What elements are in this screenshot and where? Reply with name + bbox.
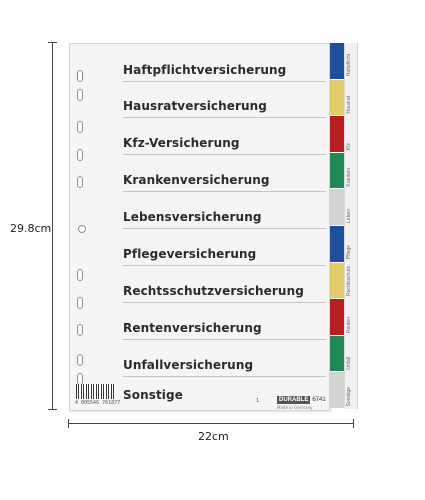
divider-tab-label-wrap: Haftpflicht: [345, 43, 357, 79]
punch-hole: [77, 70, 83, 82]
divider-row-label: Rentenversicherung: [123, 321, 262, 335]
made-in-text: Made in Germany: [277, 405, 313, 410]
divider-row-label: Pflegeversicherung: [123, 247, 257, 261]
divider-row-label: Krankenversicherung: [123, 173, 270, 187]
divider-tab-label: Renten: [346, 316, 352, 333]
divider-row-rule: [123, 117, 326, 118]
divider-tab: [330, 335, 344, 372]
divider-tab-label: Pflege: [346, 245, 352, 260]
width-dimension-cap-left: [68, 419, 69, 428]
divider-tab: [330, 372, 344, 408]
divider-tab-label: Haftpflicht: [346, 54, 352, 77]
divider-tab-label-wrap: Rechtsschutz: [345, 263, 357, 299]
divider-tab-color: [330, 372, 344, 408]
divider-tab-label: Unfall: [346, 356, 352, 370]
punch-hole: [77, 121, 83, 133]
divider-row-rule: [123, 191, 326, 192]
brand-code: 6741: [312, 397, 326, 403]
divider-tab: [330, 116, 344, 152]
divider-tab-color: [330, 262, 344, 299]
divider-sheet: Haftpflichtversicherung Hausratversicher…: [69, 43, 330, 411]
barcode-number: 4 005546 761877: [75, 400, 121, 406]
width-dimension-cap-right: [353, 419, 354, 428]
divider-tab: [330, 226, 344, 262]
divider-tab-label-wrap: Leben: [345, 189, 357, 225]
height-dimension-cap-bottom: [48, 409, 57, 410]
divider-row-label: Sonstige: [123, 388, 183, 402]
divider-tab-label-wrap: Renten: [345, 299, 357, 335]
divider-tab-color: [330, 335, 344, 372]
divider-tab-label: Leben: [346, 209, 352, 223]
divider-row-label: Unfallversicherung: [123, 358, 254, 372]
divider-tab-color: [330, 116, 344, 152]
divider-tab-label: Hausrat: [346, 95, 352, 114]
divider-row-label: Haftpflichtversicherung: [123, 63, 287, 77]
tab-label-strip: [344, 43, 358, 409]
punch-hole: [77, 149, 83, 161]
divider-tab-label: Rechtsschutz: [346, 266, 352, 297]
divider-row-rule: [123, 339, 326, 340]
punch-hole: [77, 324, 83, 336]
divider-tab-label-wrap: Kfz: [345, 116, 357, 152]
divider-tab-label-wrap: Pflege: [345, 226, 357, 262]
punch-hole: [78, 225, 86, 233]
divider-tab: [330, 43, 344, 79]
height-label: 29.8cm: [10, 222, 52, 235]
punch-hole: [77, 269, 83, 281]
divider-tab-color: [330, 43, 344, 79]
divider-tab-label-wrap: Unfall: [345, 336, 357, 372]
divider-tab: [330, 299, 344, 335]
divider-tab: [330, 262, 344, 299]
brand-logo: DURABLE 6741: [277, 396, 326, 404]
small-mark: 1: [256, 398, 260, 404]
punch-hole: [77, 354, 83, 366]
divider-tab-label: Kranken: [346, 167, 352, 187]
divider-tab-color: [330, 189, 344, 225]
punch-hole: [77, 297, 83, 309]
punch-hole: [77, 176, 83, 188]
divider-tab: [330, 189, 344, 225]
divider-tab-label: Kfz: [346, 142, 352, 150]
divider-tab-label: Sonstige: [346, 386, 352, 406]
divider-row-rule: [123, 81, 326, 82]
divider-tab: [330, 79, 344, 116]
divider-tab-label-wrap: Hausrat: [345, 80, 357, 116]
divider-row-label: Hausratversicherung: [123, 99, 268, 113]
divider-tab-color: [330, 299, 344, 335]
divider-row-rule: [123, 265, 326, 266]
divider-tab-color: [330, 152, 344, 189]
width-dimension-line: [68, 423, 353, 424]
divider-tab-color: [330, 79, 344, 116]
height-dimension-line: [52, 42, 53, 410]
barcode: [76, 384, 116, 399]
divider-tab-label-wrap: Kranken: [345, 153, 357, 189]
divider-tab-color: [330, 226, 344, 262]
divider-tab-label-wrap: Sonstige: [345, 372, 357, 408]
divider-row-rule: [123, 228, 326, 229]
brand-name: DURABLE: [277, 396, 311, 404]
divider-row-label: Lebensversicherung: [123, 210, 262, 224]
divider-row-rule: [123, 302, 326, 303]
width-label: 22cm: [198, 430, 229, 443]
height-dimension-cap-top: [48, 42, 57, 43]
divider-row-label: Rechtsschutzversicherung: [123, 284, 304, 298]
punch-hole: [77, 89, 83, 101]
divider-row-rule: [123, 376, 326, 377]
divider-row-rule: [123, 154, 326, 155]
divider-tab: [330, 152, 344, 189]
divider-row-label: Kfz-Versicherung: [123, 136, 240, 150]
